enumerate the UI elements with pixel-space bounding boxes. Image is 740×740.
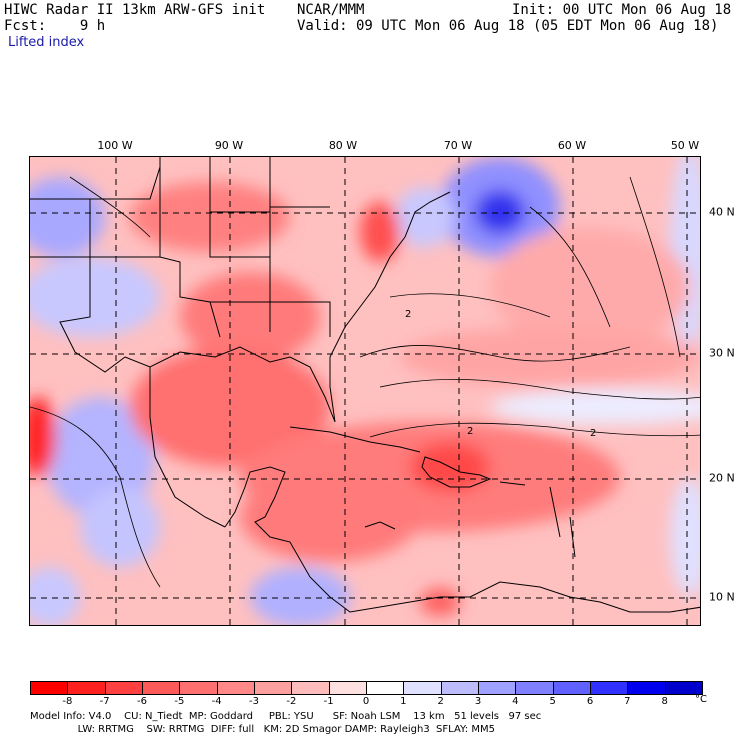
lon-label-100w: 100 W bbox=[97, 139, 133, 152]
colorbar-swatch bbox=[664, 681, 703, 695]
colorbar-swatch bbox=[403, 681, 442, 695]
lat-label-40n: 40 N bbox=[709, 205, 735, 219]
colorbar-label: 1 bbox=[400, 696, 407, 707]
colorbar-unit: °C bbox=[695, 694, 707, 705]
colorbar-swatch bbox=[142, 681, 181, 695]
field-shading bbox=[30, 157, 700, 625]
model-info-line2: LW: RRTMG SW: RRTMG DIFF: full KM: 2D Sm… bbox=[30, 724, 495, 735]
colorbar-swatch bbox=[515, 681, 554, 695]
lon-label-50w: 50 W bbox=[670, 139, 700, 152]
contours bbox=[30, 176, 700, 588]
coastlines bbox=[30, 157, 700, 613]
lat-label-10n: 10 N bbox=[709, 590, 735, 604]
contour-label: 2 bbox=[590, 428, 596, 439]
colorbar-label: -4 bbox=[211, 696, 222, 707]
colorbar-label: -5 bbox=[174, 696, 185, 707]
lat-label-20n: 20 N bbox=[709, 471, 735, 485]
colorbar-label: 3 bbox=[474, 696, 482, 707]
valid-time: Valid: 09 UTC Mon 06 Aug 18 (05 EDT Mon … bbox=[297, 18, 719, 34]
colorbar-swatch bbox=[291, 681, 330, 695]
producer-label: NCAR/MMM bbox=[297, 2, 365, 18]
colorbar-label: -6 bbox=[137, 696, 147, 707]
colorbar-label: 8 bbox=[661, 696, 668, 707]
lon-label-80w: 80 W bbox=[328, 139, 358, 152]
colorbar-label: -7 bbox=[99, 696, 110, 707]
colorbar-label: -8 bbox=[62, 696, 73, 707]
colorbar-label: 7 bbox=[624, 696, 631, 707]
colorbar-swatch bbox=[590, 681, 629, 695]
contour-label: 2 bbox=[467, 426, 473, 437]
colorbar-swatch bbox=[478, 681, 517, 695]
colorbar-swatch bbox=[104, 681, 143, 695]
colorbar-swatch bbox=[216, 681, 255, 695]
colorbar-swatch bbox=[67, 681, 106, 695]
colorbar-label: 2 bbox=[437, 696, 444, 707]
colorbar-swatch bbox=[366, 681, 405, 695]
colorbar-swatch bbox=[30, 681, 69, 695]
colorbar-swatch bbox=[627, 681, 666, 695]
lon-label-90w: 90 W bbox=[214, 139, 244, 152]
colorbar-label: 5 bbox=[549, 696, 556, 707]
colorbar-swatch bbox=[440, 681, 479, 695]
colorbar-label: -3 bbox=[249, 696, 259, 707]
lon-label-60w: 60 W bbox=[557, 139, 587, 152]
map-svg: 2 2 2 bbox=[30, 157, 700, 625]
colorbar-label: 4 bbox=[512, 696, 519, 707]
contour-label: 2 bbox=[405, 309, 411, 320]
field-name: Lifted index bbox=[8, 35, 85, 50]
colorbar-label: 0 bbox=[362, 696, 370, 707]
model-info-line1: Model Info: V4.0 CU: N_Tiedt MP: Goddard… bbox=[30, 711, 542, 722]
colorbar-label: -2 bbox=[286, 696, 297, 707]
lon-label-70w: 70 W bbox=[443, 139, 473, 152]
colorbar-swatch bbox=[328, 681, 367, 695]
colorbar-swatch bbox=[552, 681, 591, 695]
colorbar-swatch bbox=[254, 681, 293, 695]
colorbar-swatch bbox=[179, 681, 218, 695]
lifted-index-map: 2 2 2 bbox=[29, 156, 701, 626]
forecast-hour: Fcst: 9 h bbox=[4, 18, 106, 34]
colorbar-label: 6 bbox=[586, 696, 594, 707]
colorbar-label: -1 bbox=[323, 696, 334, 707]
lat-label-30n: 30 N bbox=[709, 346, 735, 360]
model-title: HIWC Radar II 13km ARW-GFS init bbox=[4, 2, 266, 18]
init-time: Init: 00 UTC Mon 06 Aug 18 bbox=[512, 2, 732, 18]
